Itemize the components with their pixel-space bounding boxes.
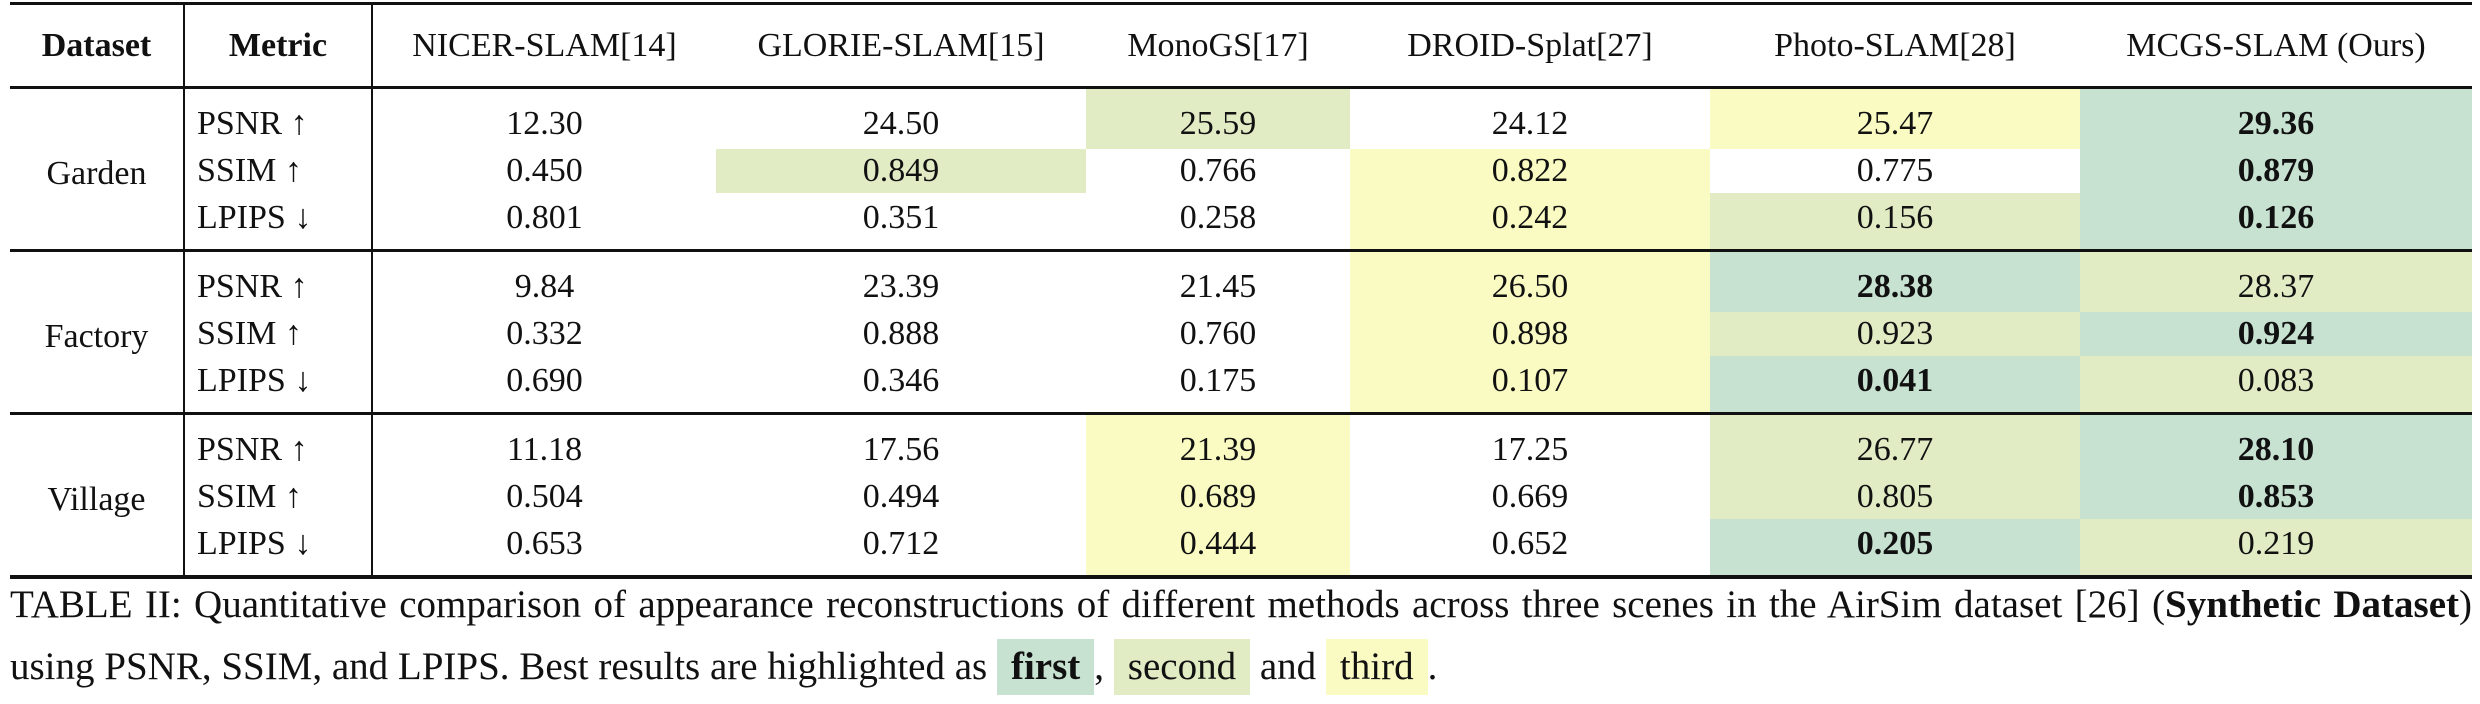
table-cell-first: 28.38: [1710, 250, 2080, 312]
legend-third-chip: third: [1325, 639, 1428, 695]
legend-second-chip: second: [1113, 639, 1251, 695]
header-metric: Metric: [184, 2, 373, 89]
scene-label: Factory: [10, 250, 185, 414]
caption-text: ) using PSNR, SSIM, and LPIPS. Best resu…: [10, 583, 2472, 688]
table-cell: 0.669: [1491, 478, 1569, 515]
table-cell-first: 0.205: [1710, 519, 2080, 577]
legend-first-chip: first: [996, 639, 1095, 695]
scene-label: Village: [10, 413, 185, 577]
table-cell: 11.18: [506, 431, 583, 468]
table-cell: 0.712: [862, 525, 940, 562]
header-droid-splat: DROID-Splat[27]: [1350, 2, 1710, 89]
table-cell: 0.450: [506, 152, 583, 189]
metric-label: LPIPS ↓: [184, 519, 373, 577]
table-row: SSIM ↑ 0.332 0.888 0.760 0.898 0.923 0.9…: [10, 312, 2472, 356]
table-cell-third: 26.50: [1350, 250, 1710, 312]
table-cell-second: 25.59: [1086, 87, 1350, 149]
metric-label: PSNR ↑: [184, 250, 373, 312]
table-cell-third: 0.444: [1086, 519, 1350, 577]
header-glorie-slam: GLORIE-SLAM[15]: [716, 2, 1086, 89]
table-row: SSIM ↑ 0.450 0.849 0.766 0.822 0.775 0.8…: [10, 149, 2472, 193]
table-row: Village PSNR ↑ 11.18 17.56 21.39 17.25 2…: [10, 413, 2472, 577]
header-dataset: Dataset: [10, 2, 185, 89]
factory-block: Factory PSNR ↑ 9.84 23.39 21.45 26.50 28…: [10, 250, 2472, 414]
table-cell-first: 0.853: [2080, 475, 2472, 519]
table-cell-third: 21.39: [1086, 413, 1350, 475]
metric-label: PSNR ↑: [184, 413, 373, 475]
metric-label: LPIPS ↓: [184, 356, 373, 414]
table-cell: 0.351: [862, 199, 940, 236]
header-photo-slam: Photo-SLAM[28]: [1710, 2, 2080, 89]
table-cell: 0.652: [1491, 525, 1569, 562]
metric-label: SSIM ↑: [184, 312, 373, 356]
table-cell-second: 0.849: [716, 149, 1086, 193]
table-cell-second: 0.805: [1710, 475, 2080, 519]
table-cell: 0.653: [506, 525, 583, 562]
table-row: LPIPS ↓ 0.653 0.712 0.444 0.652 0.205 0.…: [10, 519, 2472, 577]
table-cell: 0.494: [862, 478, 940, 515]
table-cell-third: 0.822: [1350, 149, 1710, 193]
table-cell-second: 0.156: [1710, 193, 2080, 251]
metric-label: SSIM ↑: [184, 149, 373, 193]
table-cell-second: 26.77: [1710, 413, 2080, 475]
scene-label: Garden: [10, 87, 185, 251]
table-cell: 0.332: [506, 315, 583, 352]
table-cell-third: 0.107: [1350, 356, 1710, 414]
table-cell: 0.504: [506, 478, 583, 515]
table-cell: 9.84: [514, 268, 575, 305]
caption-bold-text: Synthetic Dataset: [2165, 583, 2459, 626]
table-cell-first: 0.126: [2080, 193, 2472, 251]
table-cell: 0.801: [506, 199, 583, 236]
table-cell-third: 0.689: [1086, 475, 1350, 519]
results-table: Dataset Metric NICER-SLAM[14] GLORIE-SLA…: [10, 2, 2472, 579]
header-monogs: MonoGS[17]: [1086, 2, 1350, 89]
table-caption: TABLE II: Quantitative comparison of app…: [10, 574, 2472, 698]
table-cell: 0.760: [1179, 315, 1257, 352]
table-cell: 0.888: [862, 315, 940, 352]
table-cell: 0.346: [862, 362, 940, 399]
table-cell-third: 25.47: [1710, 87, 2080, 149]
table-cell: 0.175: [1179, 362, 1257, 399]
table-cell: 24.12: [1491, 105, 1569, 142]
table-cell-second: 0.083: [2080, 356, 2472, 414]
table-cell: 12.30: [506, 105, 583, 142]
village-block: Village PSNR ↑ 11.18 17.56 21.39 17.25 2…: [10, 413, 2472, 577]
table-cell-first: 0.879: [2080, 149, 2472, 193]
table-row: Factory PSNR ↑ 9.84 23.39 21.45 26.50 28…: [10, 250, 2472, 414]
table-cell: 21.45: [1179, 268, 1257, 305]
caption-text: .: [1427, 645, 1438, 688]
header-mcgs-slam: MCGS-SLAM (Ours): [2080, 2, 2472, 89]
table-cell-first: 0.924: [2080, 312, 2472, 356]
table-cell-second: 28.37: [2080, 250, 2472, 312]
table-cell-first: 0.041: [1710, 356, 2080, 414]
table-cell: 17.56: [862, 431, 940, 468]
table-cell: 0.258: [1179, 199, 1257, 236]
table-row: LPIPS ↓ 0.690 0.346 0.175 0.107 0.041 0.…: [10, 356, 2472, 414]
table-cell: 23.39: [862, 268, 940, 305]
garden-block: Garden PSNR ↑ 12.30 24.50 25.59 24.12 25…: [10, 87, 2472, 251]
table-cell-second: 0.219: [2080, 519, 2472, 577]
table-cell: 0.775: [1856, 152, 1934, 189]
table-cell: 0.766: [1179, 152, 1257, 189]
table-cell: 17.25: [1491, 431, 1569, 468]
table-cell-first: 28.10: [2080, 413, 2472, 475]
metric-label: PSNR ↑: [184, 87, 373, 149]
table-cell: 24.50: [862, 105, 940, 142]
table-row: SSIM ↑ 0.504 0.494 0.689 0.669 0.805 0.8…: [10, 475, 2472, 519]
table-row: Garden PSNR ↑ 12.30 24.50 25.59 24.12 25…: [10, 87, 2472, 251]
table-cell-first: 29.36: [2080, 87, 2472, 149]
table-cell-third: 0.898: [1350, 312, 1710, 356]
caption-text: TABLE II: Quantitative comparison of app…: [10, 583, 2165, 626]
table-cell: 0.690: [506, 362, 583, 399]
table-cell-second: 0.923: [1710, 312, 2080, 356]
table-cell-third: 0.242: [1350, 193, 1710, 251]
caption-text: ,: [1094, 645, 1105, 688]
header-nicer-slam: NICER-SLAM[14]: [372, 2, 716, 89]
metric-label: LPIPS ↓: [184, 193, 373, 251]
header-row: Dataset Metric NICER-SLAM[14] GLORIE-SLA…: [10, 2, 2472, 89]
metric-label: SSIM ↑: [184, 475, 373, 519]
table-row: LPIPS ↓ 0.801 0.351 0.258 0.242 0.156 0.…: [10, 193, 2472, 251]
caption-text: and: [1259, 645, 1317, 688]
